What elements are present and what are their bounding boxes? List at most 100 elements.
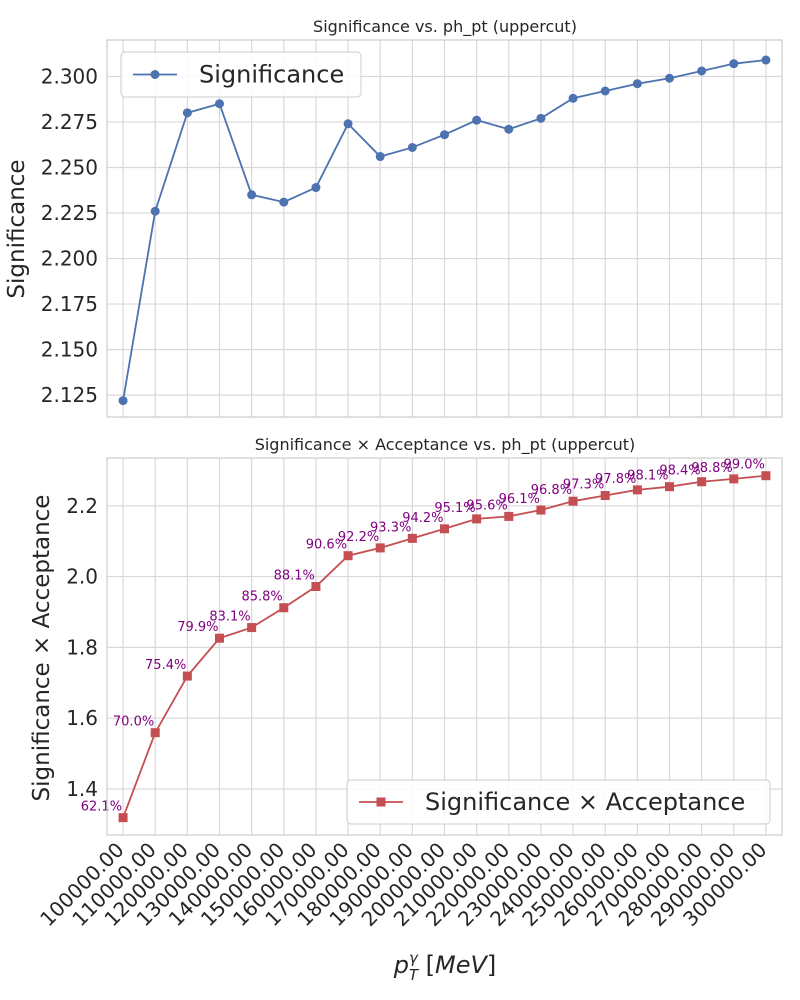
acceptance-annotation: 98.1% [627, 469, 668, 484]
plot-frame [106, 39, 783, 418]
chart-title: Significance vs. ph_pt (uppercut) [313, 17, 577, 37]
acceptance-annotation: 75.4% [145, 658, 186, 673]
y-axis-label: Significance [4, 159, 30, 298]
acceptance-annotation: 94.2% [402, 511, 443, 526]
data-point-marker [215, 633, 224, 643]
data-point-marker [343, 119, 353, 129]
data-point-marker [600, 86, 610, 96]
acceptance-annotation: 95.6% [466, 498, 507, 513]
legend-marker [376, 797, 386, 807]
data-point-marker [311, 581, 321, 591]
acceptance-annotations: 62.1% 70.0% 75.4% 79.9%83.1% 85.8% 88.1% 90.6%… [81, 458, 765, 815]
data-point-marker [632, 485, 642, 495]
acceptance-annotation: 70.0% [113, 715, 154, 730]
y-tick-label: 2.125 [41, 383, 98, 407]
legend-box [120, 51, 362, 98]
data-point-marker [440, 524, 449, 534]
data-point-marker [215, 99, 224, 109]
legend-label: Significance × Acceptance [425, 788, 745, 816]
acceptance-annotation: 93.3% [370, 520, 411, 535]
data-point-marker [697, 477, 707, 487]
chart-title: Significance × Acceptance vs. ph_pt (upp… [255, 435, 636, 455]
data-point-marker [279, 603, 289, 613]
significance-acceptance-panel: Significance × Acceptance vs. ph_pt (upp… [29, 435, 783, 984]
x-ticks: 100000.00110000.00120000.00130000.001400… [35, 838, 771, 931]
data-point-marker [311, 183, 321, 193]
acceptance-annotation: 95.1% [434, 501, 475, 516]
data-point-marker [472, 514, 482, 524]
data-point-marker [761, 471, 771, 481]
legend-box [346, 779, 771, 825]
data-point-marker [729, 59, 739, 69]
data-point-marker [440, 130, 449, 140]
data-point-marker [279, 197, 289, 207]
plot-frame [106, 457, 783, 836]
acceptance-annotation: 83.1% [209, 610, 250, 625]
data-point-marker [343, 551, 353, 561]
acceptance-annotation: 96.8% [531, 483, 572, 498]
y-ticks: 1.4 1.6 1.8 2.0 2.2 [66, 494, 98, 801]
y-tick-label: 2.150 [41, 338, 98, 362]
y-tick-label: 2.275 [41, 110, 98, 134]
data-point-marker [472, 115, 482, 125]
acceptance-annotation: 88.1% [274, 568, 315, 583]
acceptance-annotation: 85.8% [241, 590, 282, 605]
y-tick-label: 1.6 [66, 706, 98, 730]
y-ticks: 2.125 2.150 2.175 2.200 2.225 2.250 2.275 2.300 [41, 64, 98, 407]
y-tick-label: 1.4 [66, 777, 98, 801]
acceptance-annotation: 98.8% [691, 461, 732, 476]
data-point-marker [665, 482, 674, 492]
acceptance-annotation: 97.8% [595, 472, 636, 487]
acceptance-annotation: 92.2% [338, 530, 379, 545]
data-point-marker [182, 108, 192, 118]
data-point-marker [375, 152, 385, 162]
data-point-marker [407, 533, 417, 543]
acceptance-annotation: 90.6% [306, 538, 347, 553]
y-tick-label: 2.200 [41, 247, 98, 271]
series-significance-acceptance [118, 471, 771, 823]
series-significance [118, 55, 771, 406]
data-point-marker [118, 396, 128, 406]
y-tick-label: 2.250 [41, 155, 98, 179]
data-point-marker [150, 728, 160, 738]
y-tick-label: 2.2 [66, 494, 98, 518]
data-point-marker [536, 113, 546, 123]
data-point-marker [536, 505, 546, 515]
data-point-marker [600, 491, 610, 501]
data-point-marker [568, 496, 578, 506]
legend: Significance × Acceptance [346, 779, 771, 825]
data-point-marker [182, 671, 192, 681]
data-point-marker [632, 79, 642, 89]
data-point-marker [665, 73, 674, 83]
data-point-marker [568, 93, 578, 103]
acceptance-annotation: 98.4% [659, 464, 700, 479]
data-point-marker [504, 124, 514, 134]
y-tick-label: 2.300 [41, 64, 98, 88]
data-point-marker [729, 474, 739, 484]
data-point-marker [504, 511, 514, 521]
data-point-marker [375, 543, 385, 553]
acceptance-annotation: 62.1% [81, 800, 122, 815]
y-tick-label: 2.225 [41, 201, 98, 225]
acceptance-annotation: 97.3% [563, 478, 604, 493]
x-axis-label: pγ T [MeV] [393, 949, 497, 984]
acceptance-annotation: 79.9% [177, 620, 218, 635]
y-axis-label: Significance × Acceptance [29, 495, 55, 802]
legend: Significance [120, 51, 362, 98]
data-point-marker [247, 190, 257, 200]
data-point-marker [118, 813, 128, 823]
legend-label: Significance [199, 61, 344, 89]
data-point-marker [407, 142, 417, 152]
data-point-marker [150, 206, 160, 216]
acceptance-annotation: 99.0% [724, 458, 765, 473]
significance-panel: Significance vs. ph_pt (uppercut) 2.1252… [4, 17, 783, 418]
acceptance-annotation: 96.1% [499, 492, 540, 507]
data-point-marker [247, 623, 257, 633]
legend-marker [150, 70, 160, 79]
y-tick-label: 1.8 [66, 635, 98, 659]
data-point-marker [697, 66, 707, 76]
data-point-marker [761, 55, 771, 65]
y-tick-label: 2.0 [66, 565, 98, 589]
y-tick-label: 2.175 [41, 292, 98, 316]
